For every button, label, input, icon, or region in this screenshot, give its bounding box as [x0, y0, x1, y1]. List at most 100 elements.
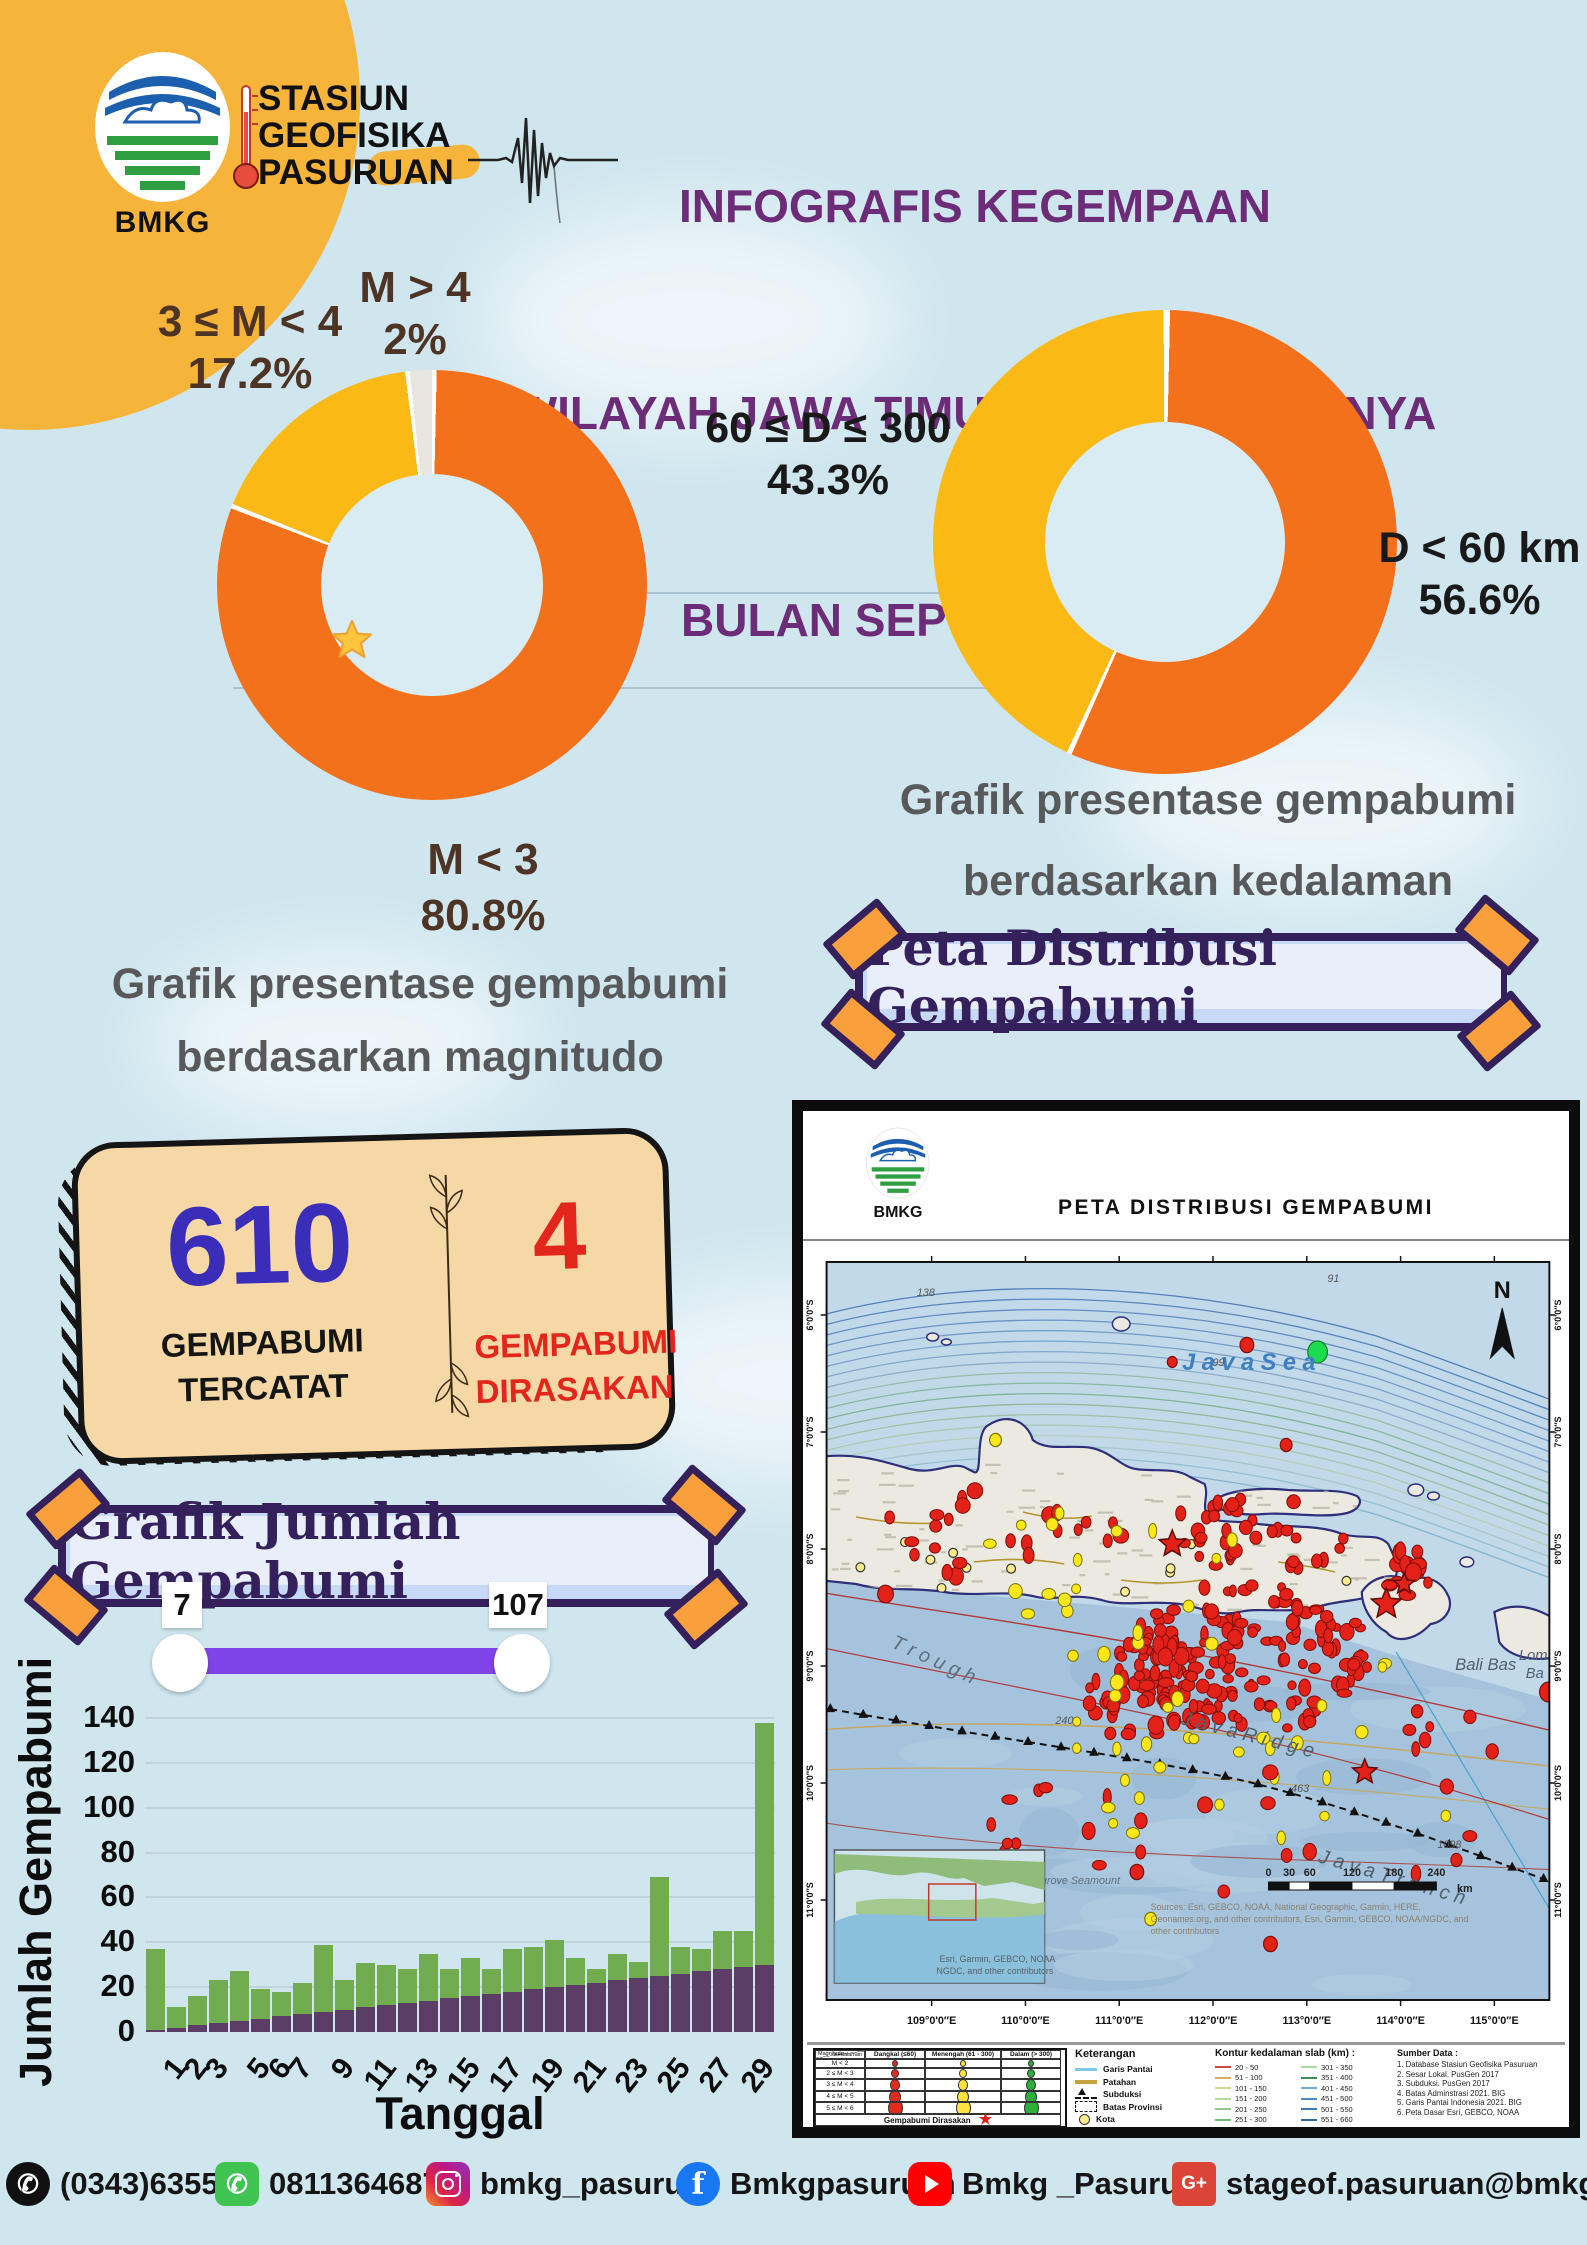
bar-day-3	[188, 1996, 207, 2032]
facebook-icon[interactable]: f	[676, 2162, 720, 2206]
sumber-item: 1. Database Stasiun Geofisika Pasuruan	[1397, 2060, 1538, 2069]
bar-segment-purple	[314, 2011, 333, 2032]
label-text: 60 ≤ D ≤ 300	[705, 404, 951, 452]
matrix-dot-cell	[1001, 2079, 1061, 2091]
coast-swatch-icon	[1075, 2067, 1097, 2071]
label-text: M > 4	[359, 263, 471, 312]
youtube-icon[interactable]	[908, 2162, 952, 2206]
bar-day-30	[755, 1722, 774, 2032]
bar-segment-purple	[377, 2005, 396, 2032]
bar-chart-plot	[145, 1717, 775, 2032]
svg-text:Esri, Garmin, GEBCO, NOAA: Esri, Garmin, GEBCO, NOAA	[940, 1954, 1056, 1964]
bar-segment-purple	[608, 1980, 627, 2032]
kontur-range: 151 - 200	[1215, 2094, 1301, 2105]
bmkg-logo: BMKG	[95, 52, 230, 240]
station-line: GEOFISIKA	[258, 116, 451, 155]
phone-icon[interactable]: ✆	[6, 2162, 50, 2206]
caption-line: berdasarkan kedalaman	[963, 857, 1453, 905]
whatsapp-icon[interactable]: ✆	[215, 2162, 259, 2206]
map-bmkg-logo: BMKG	[861, 1127, 935, 1222]
svg-text:0: 0	[1265, 1867, 1271, 1879]
bar-segment-green	[629, 1962, 648, 1979]
recorded-label: GEMPABUMI TERCATAT	[112, 1316, 414, 1414]
footer-text: 08113646879	[269, 2166, 457, 2201]
bar-day-26	[671, 1946, 690, 2032]
kontur-range: 401 - 450	[1301, 2083, 1389, 2094]
svg-text:138: 138	[917, 1287, 935, 1299]
legend-sumber: Sumber Data : 1. Database Stasiun Geofis…	[1397, 2048, 1569, 2118]
matrix-dot-cell	[1001, 2068, 1061, 2080]
bar-segment-green	[209, 1980, 228, 2024]
matrix-row-label: 4 ≤ M < 5	[815, 2090, 865, 2103]
bar-day-21	[566, 1958, 585, 2032]
donut-hole	[1045, 422, 1285, 662]
instagram-icon[interactable]	[426, 2162, 470, 2206]
keterangan-item-fault: Patahan	[1075, 2076, 1207, 2089]
footer-item-youtube[interactable]: Bmkg _Pasuruan	[908, 2162, 1215, 2206]
station-name: STASIUN GEOFISIKA PASURUAN	[258, 80, 454, 191]
matrix-dot-cell	[865, 2090, 925, 2103]
bar-day-18	[503, 1949, 522, 2032]
seismogram-icon	[468, 117, 618, 224]
bar-segment-purple	[419, 2000, 438, 2032]
kontur-line-swatch	[1215, 2066, 1231, 2069]
depth-caption: Grafik presentase gempabumi berdasarkan …	[868, 760, 1548, 922]
map-legend: Kedalaman Magnitudo Dangkal (≤60) Menengah …	[807, 2042, 1565, 2128]
felt-label-line: DIRASAKAN	[475, 1367, 675, 1411]
bar-segment-green	[587, 1969, 606, 1983]
matrix-row-label: M < 2	[815, 2059, 865, 2068]
svg-text:11°0'0″S: 11°0'0″S	[805, 1882, 815, 1918]
bar-segment-purple	[692, 1971, 711, 2032]
label-pct: 56.6%	[1418, 576, 1541, 624]
slider-knob-min[interactable]	[152, 1634, 208, 1692]
bar-day-4	[209, 1980, 228, 2032]
map-canvas: J a v a S e aT r o u g hJ a v a R i d g …	[803, 1248, 1569, 2038]
fault-swatch-icon	[1075, 2079, 1097, 2084]
bar-day-7	[272, 1991, 291, 2032]
svg-text:Geonames.org, and other contri: Geonames.org, and other contributors, Es…	[1151, 1914, 1469, 1924]
matrix-dot-cell	[925, 2102, 1001, 2114]
kontur-range: 20 - 50	[1215, 2062, 1301, 2073]
svg-text:6°0'0″S: 6°0'0″S	[1553, 1299, 1563, 1330]
sumber-item: 2. Sesar Lokal. PusGen 2017	[1397, 2069, 1499, 2079]
sumber-item: 5. Garis Pantai Indonesia 2021. BIG	[1397, 2098, 1522, 2108]
slider-track[interactable]	[180, 1648, 522, 1674]
googleplus-icon[interactable]: G+	[1172, 2162, 1216, 2206]
bar-segment-purple	[230, 2020, 249, 2032]
kontur-range: 251 - 300	[1215, 2115, 1301, 2126]
matrix-row-label: 5 ≤ M < 6	[815, 2102, 865, 2114]
bar-segment-green	[608, 1953, 627, 1981]
svg-text:other contributors: other contributors	[1151, 1926, 1220, 1936]
bar-segment-purple	[188, 2025, 207, 2032]
sumber-item: 6. Peta Dasar Esri, GEBCO, NOAA	[1397, 2107, 1520, 2117]
bar-segment-purple	[587, 1982, 606, 2032]
footer-item-googleplus[interactable]: G+ stageof.pasuruan@bmkg.go.id	[1172, 2162, 1587, 2206]
bar-segment-green	[713, 1931, 732, 1970]
bar-segment-green	[146, 1949, 165, 2030]
kontur-range: 351 - 400	[1301, 2073, 1389, 2084]
thermometer-icon	[233, 85, 259, 189]
svg-text:463: 463	[1291, 1783, 1309, 1795]
bar-day-11	[356, 1962, 375, 2032]
bar-segment-purple	[503, 1991, 522, 2032]
gridline	[145, 1896, 775, 1899]
label-depth-shallow: D < 60 km 56.6%	[1372, 522, 1587, 626]
bar-segment-purple	[629, 1978, 648, 2032]
kontur-range: 451 - 500	[1301, 2094, 1389, 2105]
kontur-line-swatch	[1301, 2108, 1317, 2111]
svg-text:7°0'0″S: 7°0'0″S	[1553, 1416, 1563, 1447]
donut-hole	[321, 474, 543, 696]
gridline	[145, 1941, 775, 1944]
bar-day-29	[734, 1931, 753, 2032]
gridline	[145, 1717, 775, 1719]
bar-segment-green	[398, 1969, 417, 2003]
kontur-title: Kontur kedalaman slab (km) :	[1215, 2048, 1356, 2059]
svg-text:110°0'0″E: 110°0'0″E	[1001, 2015, 1050, 2027]
magnitude-donut-chart	[217, 370, 647, 800]
label-pct: 43.3%	[767, 456, 889, 504]
footer-item-whatsapp[interactable]: ✆ 08113646879	[215, 2162, 457, 2206]
slider-knob-max[interactable]	[494, 1634, 550, 1692]
svg-text:7°0'0″S: 7°0'0″S	[805, 1416, 815, 1447]
bar-segment-green	[461, 1958, 480, 1997]
matrix-felt-row: Gempabumi Dirasakan ★	[815, 2112, 1061, 2127]
